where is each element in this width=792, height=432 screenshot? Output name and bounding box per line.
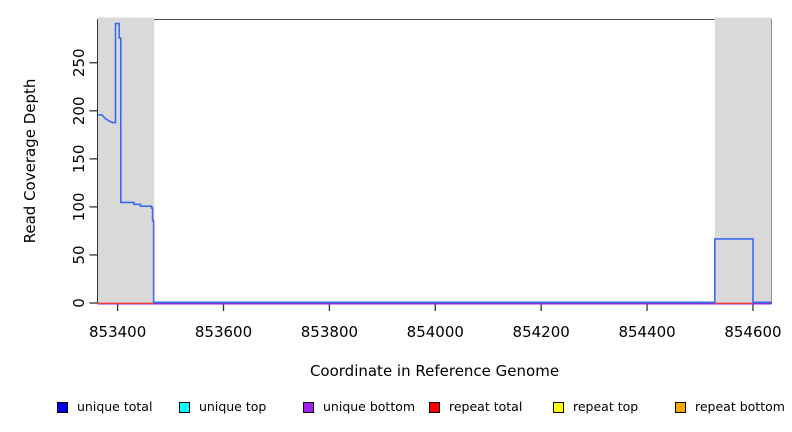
legend: unique total unique top unique bottom repea… bbox=[0, 399, 792, 423]
x-tick-label: 854600 bbox=[724, 323, 781, 341]
x-tick-label: 854400 bbox=[618, 323, 675, 341]
legend-item-repeat-bottom: repeat bottom bbox=[675, 399, 785, 415]
y-tick-label: 150 bbox=[70, 145, 88, 174]
legend-swatch-repeat-top bbox=[553, 401, 564, 413]
legend-label: unique total bbox=[77, 399, 153, 414]
legend-item-repeat-top: repeat top bbox=[553, 399, 638, 415]
legend-label: unique top bbox=[199, 399, 267, 414]
y-tick-label: 100 bbox=[70, 193, 88, 222]
y-tick-label: 0 bbox=[70, 298, 88, 308]
series-unique-total bbox=[97, 22, 772, 304]
y-tick-label: 250 bbox=[70, 48, 88, 77]
legend-swatch-unique-bottom bbox=[303, 401, 314, 413]
legend-item-unique-total: unique total bbox=[57, 399, 152, 415]
y-axis-title: Read Coverage Depth bbox=[21, 78, 39, 244]
x-tick-label: 853600 bbox=[195, 323, 252, 341]
x-tick-label: 853800 bbox=[301, 323, 358, 341]
y-tick-label: 50 bbox=[70, 245, 88, 264]
highlight-region bbox=[714, 17, 772, 303]
legend-swatch-repeat-bottom bbox=[675, 401, 686, 413]
y-tick-label: 200 bbox=[70, 96, 88, 125]
legend-item-repeat-total: repeat total bbox=[429, 399, 522, 415]
legend-label: repeat bottom bbox=[695, 399, 785, 414]
x-tick-label: 854000 bbox=[407, 323, 464, 341]
legend-swatch-unique-top bbox=[179, 401, 190, 413]
highlight-region bbox=[97, 17, 155, 303]
x-tick-label: 853400 bbox=[89, 323, 146, 341]
legend-swatch-repeat-total bbox=[429, 401, 440, 413]
legend-label: repeat total bbox=[449, 399, 523, 414]
legend-item-unique-bottom: unique bottom bbox=[303, 399, 415, 415]
x-tick-label: 854200 bbox=[513, 323, 570, 341]
legend-item-unique-top: unique top bbox=[179, 399, 266, 415]
legend-label: repeat top bbox=[573, 399, 639, 414]
x-axis-title: Coordinate in Reference Genome bbox=[309, 362, 560, 380]
legend-label: unique bottom bbox=[323, 399, 416, 414]
legend-swatch-unique-total bbox=[57, 401, 68, 413]
plot-box bbox=[97, 19, 772, 304]
